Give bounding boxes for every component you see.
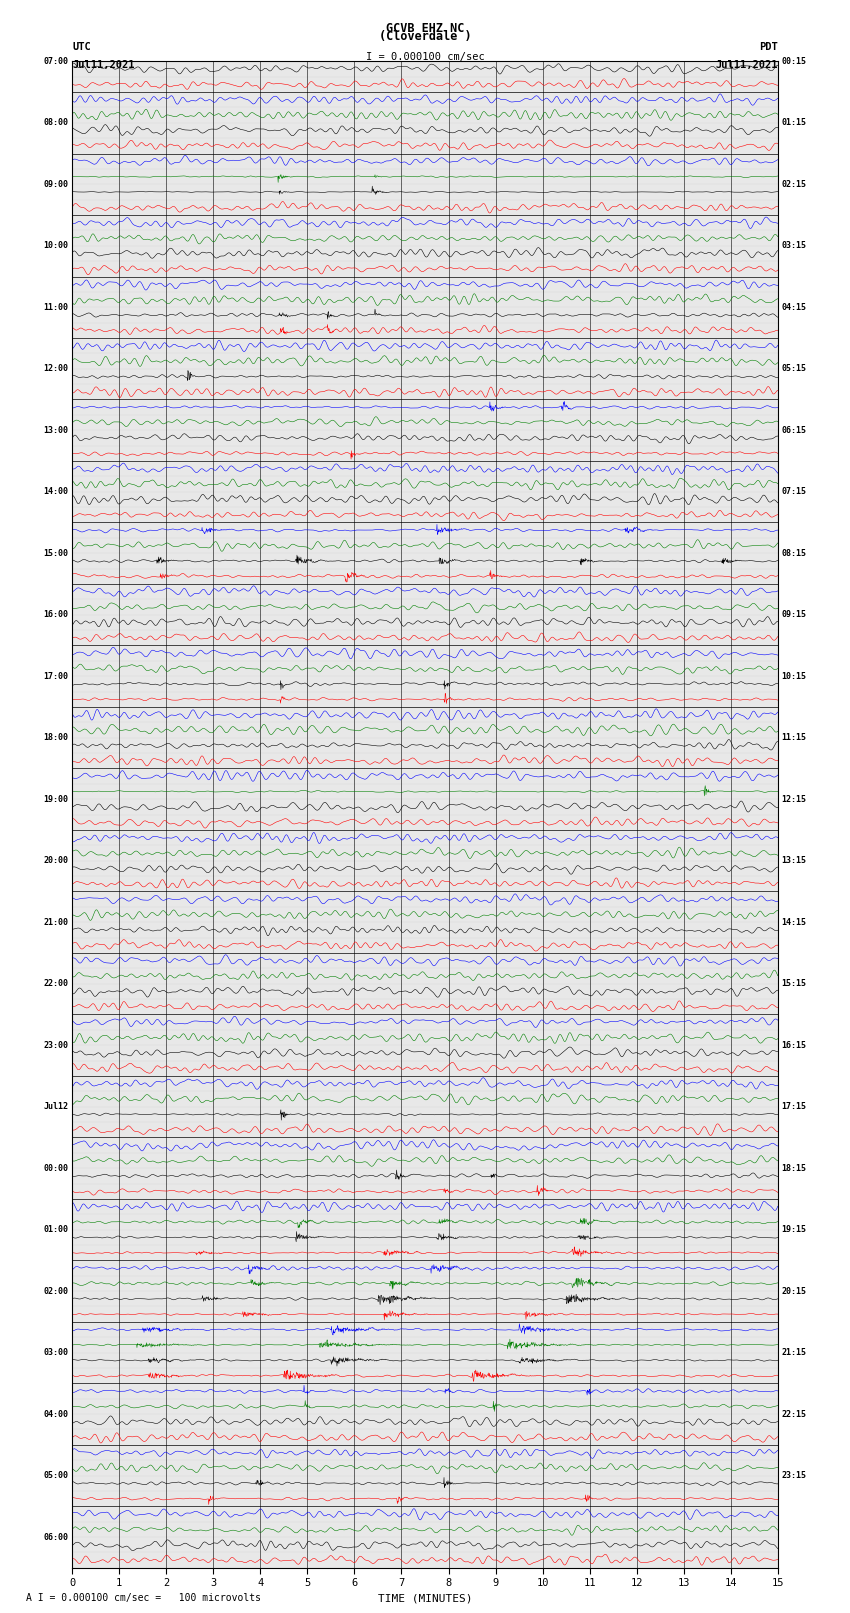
Text: 20:00: 20:00 — [43, 857, 69, 865]
Text: 21:15: 21:15 — [781, 1348, 807, 1357]
Text: 12:00: 12:00 — [43, 365, 69, 373]
Text: Jul11,2021: Jul11,2021 — [72, 60, 135, 71]
Text: 01:15: 01:15 — [781, 118, 807, 127]
Text: 03:15: 03:15 — [781, 242, 807, 250]
Text: 16:00: 16:00 — [43, 610, 69, 619]
Text: 18:00: 18:00 — [43, 734, 69, 742]
Text: 18:15: 18:15 — [781, 1163, 807, 1173]
Text: 15:00: 15:00 — [43, 548, 69, 558]
Text: 11:15: 11:15 — [781, 734, 807, 742]
Text: 02:00: 02:00 — [43, 1287, 69, 1295]
Text: I = 0.000100 cm/sec: I = 0.000100 cm/sec — [366, 52, 484, 61]
Text: GCVB EHZ NC: GCVB EHZ NC — [386, 21, 464, 35]
Text: 16:15: 16:15 — [781, 1040, 807, 1050]
Text: 05:15: 05:15 — [781, 365, 807, 373]
Text: 07:15: 07:15 — [781, 487, 807, 497]
Text: 08:15: 08:15 — [781, 548, 807, 558]
Text: 08:00: 08:00 — [43, 118, 69, 127]
Text: 14:15: 14:15 — [781, 918, 807, 927]
Text: 07:00: 07:00 — [43, 56, 69, 66]
Text: 20:15: 20:15 — [781, 1287, 807, 1295]
Text: 09:15: 09:15 — [781, 610, 807, 619]
Text: 03:00: 03:00 — [43, 1348, 69, 1357]
Text: 19:00: 19:00 — [43, 795, 69, 803]
Text: 04:15: 04:15 — [781, 303, 807, 311]
Text: 06:00: 06:00 — [43, 1532, 69, 1542]
Text: 02:15: 02:15 — [781, 179, 807, 189]
Text: 23:00: 23:00 — [43, 1040, 69, 1050]
Text: 10:00: 10:00 — [43, 242, 69, 250]
Text: 13:00: 13:00 — [43, 426, 69, 436]
Text: 21:00: 21:00 — [43, 918, 69, 927]
Text: UTC: UTC — [72, 42, 91, 52]
Text: 00:15: 00:15 — [781, 56, 807, 66]
Text: 00:00: 00:00 — [43, 1163, 69, 1173]
Text: 17:15: 17:15 — [781, 1102, 807, 1111]
Text: 22:15: 22:15 — [781, 1410, 807, 1418]
Text: Jul11,2021: Jul11,2021 — [715, 60, 778, 71]
Text: 09:00: 09:00 — [43, 179, 69, 189]
Text: 10:15: 10:15 — [781, 671, 807, 681]
Text: A I = 0.000100 cm/sec =   100 microvolts: A I = 0.000100 cm/sec = 100 microvolts — [26, 1594, 260, 1603]
Text: 14:00: 14:00 — [43, 487, 69, 497]
Text: 06:15: 06:15 — [781, 426, 807, 436]
Text: 12:15: 12:15 — [781, 795, 807, 803]
Text: (Cloverdale ): (Cloverdale ) — [379, 29, 471, 44]
Text: Jul12: Jul12 — [43, 1102, 69, 1111]
X-axis label: TIME (MINUTES): TIME (MINUTES) — [377, 1594, 473, 1603]
Text: 15:15: 15:15 — [781, 979, 807, 989]
Text: 17:00: 17:00 — [43, 671, 69, 681]
Text: 05:00: 05:00 — [43, 1471, 69, 1481]
Text: 19:15: 19:15 — [781, 1226, 807, 1234]
Text: 23:15: 23:15 — [781, 1471, 807, 1481]
Text: PDT: PDT — [759, 42, 778, 52]
Text: 13:15: 13:15 — [781, 857, 807, 865]
Text: 22:00: 22:00 — [43, 979, 69, 989]
Text: 11:00: 11:00 — [43, 303, 69, 311]
Text: 04:00: 04:00 — [43, 1410, 69, 1418]
Text: 01:00: 01:00 — [43, 1226, 69, 1234]
